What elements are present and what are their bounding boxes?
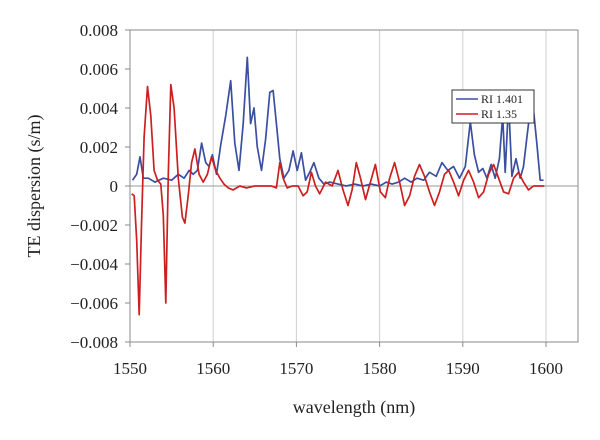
y-tick-label: 0.002 <box>80 138 118 157</box>
x-tick-label: 1560 <box>196 359 230 378</box>
legend: RI 1.401 RI 1.35 <box>451 89 535 124</box>
y-axis-title: TE dispersion (s/m) <box>24 115 45 258</box>
y-tick-label: −0.002 <box>70 216 118 235</box>
y-tick-label: −0.004 <box>70 255 118 274</box>
series-line-ri-1-35 <box>131 83 545 316</box>
x-tick-label: 1580 <box>363 359 397 378</box>
x-tick-label: 1590 <box>446 359 480 378</box>
series-lines <box>131 56 545 316</box>
x-tick-label: 1600 <box>529 359 563 378</box>
y-tick-label: 0.006 <box>80 60 118 79</box>
legend-label-ri-1-35: RI 1.35 <box>481 107 517 121</box>
x-axis-title: wavelength (nm) <box>293 397 415 418</box>
y-tick-label: 0 <box>110 177 119 196</box>
x-tick-label: 1570 <box>279 359 313 378</box>
legend-box <box>451 89 535 124</box>
y-tick-label: 0.008 <box>80 21 118 40</box>
x-axis-ticks: 1550 1560 1570 1580 1590 1600 <box>113 342 563 378</box>
y-tick-label: 0.004 <box>80 99 119 118</box>
x-tick-label: 1550 <box>113 359 147 378</box>
y-tick-label: −0.006 <box>70 294 118 313</box>
y-tick-label: −0.008 <box>70 333 118 352</box>
legend-label-ri-1-401: RI 1.401 <box>481 92 523 106</box>
series-line-ri-1-401 <box>131 56 544 187</box>
y-axis-ticks: 0.008 0.006 0.004 0.002 0 −0.002 −0.004 −0.006 −… <box>70 21 130 352</box>
